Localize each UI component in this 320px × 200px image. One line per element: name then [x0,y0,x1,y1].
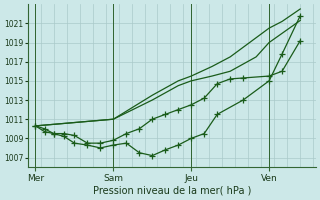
X-axis label: Pression niveau de la mer( hPa ): Pression niveau de la mer( hPa ) [92,186,251,196]
